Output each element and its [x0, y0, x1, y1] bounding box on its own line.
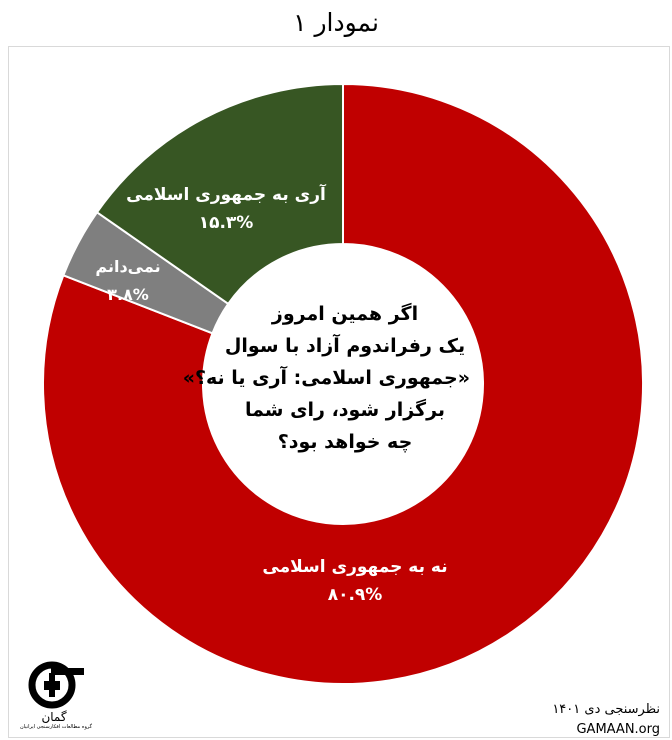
slice-label-1: نمی‌دانم — [95, 257, 160, 276]
center-question: اگر همین امروز یک رفراندوم آزاد با سوال «ج… — [182, 298, 470, 458]
slice-value-0: ۸۰.۹% — [328, 585, 383, 605]
logo-name: گمان — [41, 710, 67, 724]
question-line-1: یک رفراندوم آزاد با سوال — [224, 335, 466, 357]
question-line-4: چه خواهد بود؟ — [277, 431, 413, 453]
slice-label-2: آری به جمهوری اسلامی — [126, 183, 327, 205]
slice-value-1: ۳.۸% — [107, 285, 149, 304]
slice-value-2: ۱۵.۳% — [199, 213, 254, 233]
logo-tagline: گروه مطالعات افکارسنجی ایرانیان — [19, 724, 92, 730]
slice-2 — [95, 82, 344, 306]
source-note: نظرسنجی دی ۱۴۰۱ GAMAAN.org — [552, 700, 660, 740]
chart-title: نمودار ۱ — [293, 8, 379, 37]
question-line-3: برگزار شود، رای شما — [244, 399, 446, 421]
gamaan-logo-icon — [28, 661, 84, 709]
slice-label-0: نه به جمهوری اسلامی — [262, 557, 447, 577]
slice-0 — [42, 82, 644, 685]
question-line-0: اگر همین امروز — [271, 303, 419, 325]
gamaan-logo: گمان گروه مطالعات افکارسنجی ایرانیان — [20, 660, 102, 734]
question-line-2: «جمهوری اسلامی: آری یا نه؟» — [182, 367, 470, 389]
chart-frame — [8, 46, 670, 738]
survey-date: نظرسنجی دی ۱۴۰۱ — [552, 702, 660, 717]
source-site: GAMAAN.org — [576, 722, 660, 737]
